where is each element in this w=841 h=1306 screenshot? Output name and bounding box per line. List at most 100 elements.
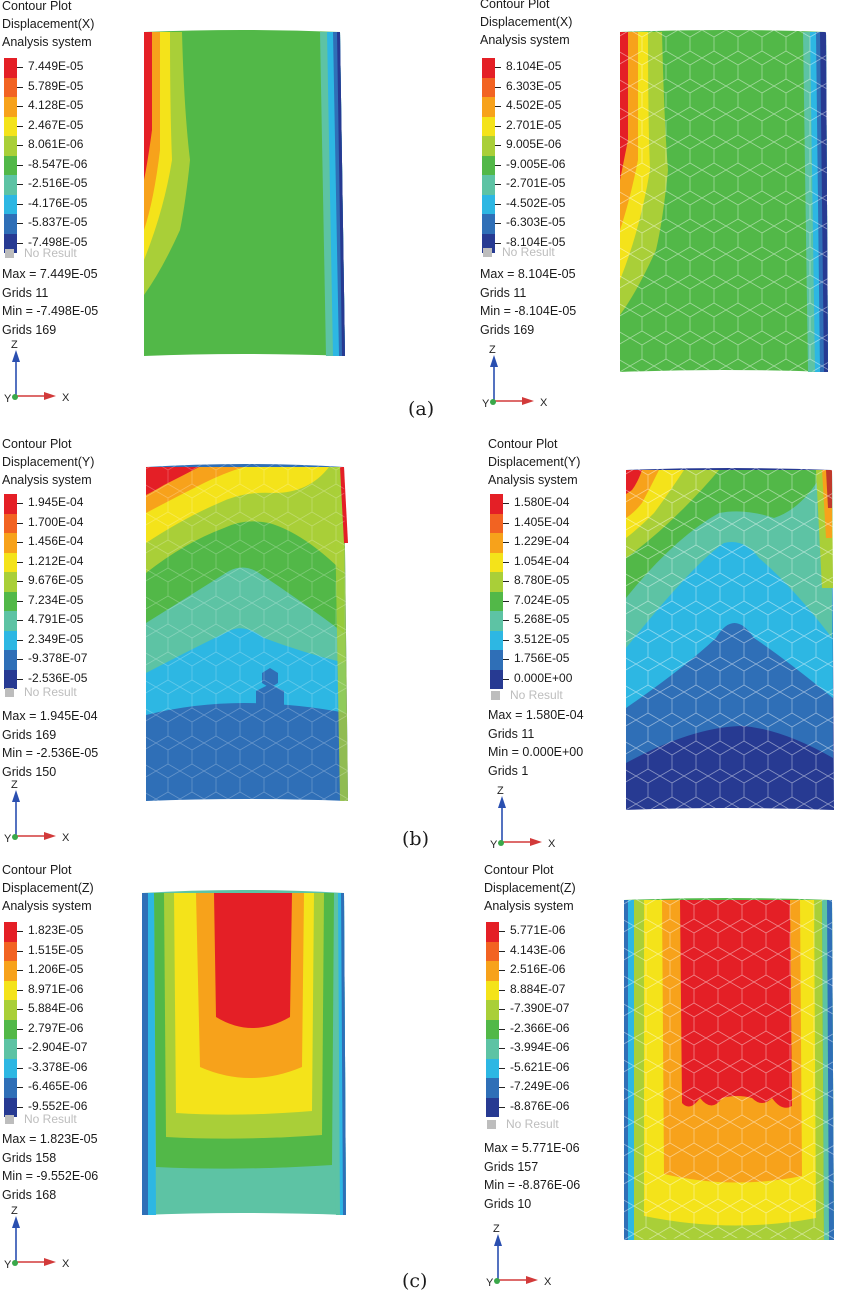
- legend-value: -7.249E-06: [510, 1079, 570, 1093]
- legend-value: -2.701E-05: [506, 176, 566, 190]
- legend-swatch: [4, 922, 17, 942]
- legend-swatch: [486, 980, 499, 1000]
- legend-tick: [17, 931, 23, 932]
- contour-plot-cylinder: [620, 30, 828, 372]
- legend-tick: [499, 970, 505, 971]
- contour-panel-a-right: Contour Plot Displacement(X) Analysis sy…: [408, 0, 841, 420]
- legend-swatch: [4, 941, 17, 961]
- no-result-entry: No Result: [488, 688, 563, 702]
- legend-swatch: [486, 1039, 499, 1059]
- legend-swatch: [4, 1078, 17, 1098]
- legend-value: 5.789E-05: [28, 78, 84, 93]
- legend-value: -3.378E-06: [28, 1059, 88, 1074]
- x-axis-label: X: [62, 832, 70, 844]
- legend-swatch: [4, 669, 17, 689]
- legend-swatch: [490, 572, 503, 592]
- legend-swatch: [490, 650, 503, 670]
- legend-tick: [503, 678, 509, 680]
- legend-tick: [503, 503, 509, 504]
- z-axis-label: Z: [493, 1224, 500, 1235]
- x-axis-label: X: [540, 397, 548, 409]
- legend-value: 0.000E+00: [514, 670, 573, 685]
- axis-triad: Z Y X: [482, 345, 548, 410]
- legend-value: 1.580E-04: [514, 495, 570, 509]
- legend-value: -5.621E-06: [510, 1059, 570, 1074]
- legend-tick: [17, 581, 23, 582]
- legend-tick: [495, 145, 501, 146]
- legend-value: 5.884E-06: [28, 1001, 84, 1015]
- legend-tick: [503, 522, 509, 524]
- legend-tick: [17, 542, 23, 543]
- legend-value: 7.449E-05: [28, 59, 84, 73]
- panel-title: Contour Plot Displacement(Z) Analysis sy…: [484, 863, 576, 913]
- y-axis-label: Y: [482, 398, 490, 410]
- legend-swatch: [4, 155, 17, 175]
- no-result-entry: No Result: [2, 1112, 77, 1126]
- legend-tick: [495, 164, 501, 166]
- y-axis-label: Y: [4, 1259, 12, 1271]
- no-result-swatch: [5, 249, 14, 258]
- legend-swatch: [4, 630, 17, 650]
- legend-value: 7.024E-05: [514, 592, 570, 607]
- z-axis-label: Z: [11, 780, 18, 791]
- x-axis-arrow: [44, 1258, 56, 1266]
- legend-value: 8.884E-07: [510, 981, 566, 996]
- legend-swatch: [4, 194, 17, 214]
- max-min-summary: Max = 8.104E-05 Grids 11 Min = -8.104E-0…: [480, 267, 577, 337]
- y-axis-dot: [498, 840, 504, 846]
- z-axis-arrow: [498, 796, 506, 808]
- legend-value: 8.104E-05: [506, 59, 562, 73]
- z-axis-label: Z: [489, 345, 496, 356]
- y-axis-dot: [12, 834, 18, 840]
- legend-value: 3.512E-05: [514, 631, 570, 646]
- legend-value: -8.104E-05: [506, 234, 566, 249]
- legend-swatch: [4, 233, 17, 253]
- legend-swatch: [4, 175, 17, 195]
- no-result-entry: No Result: [484, 1117, 559, 1131]
- x-axis-arrow: [522, 397, 534, 405]
- legend-tick: [17, 522, 23, 524]
- legend-swatch: [4, 611, 17, 631]
- legend-swatch: [4, 650, 17, 670]
- legend-tick: [17, 1048, 23, 1049]
- contour-panel-b-right: Contour Plot Displacement(Y) Analysis sy…: [402, 437, 841, 858]
- legend-tick: [17, 184, 23, 185]
- panel-title: Contour Plot Displacement(X) Analysis sy…: [2, 0, 95, 49]
- legend-swatch: [4, 513, 17, 533]
- legend-value: 2.797E-06: [28, 1020, 84, 1035]
- legend-value: 2.467E-05: [28, 117, 84, 132]
- legend-tick: [503, 600, 509, 602]
- x-axis-label: X: [544, 1276, 552, 1288]
- legend-value: 2.701E-05: [506, 117, 562, 132]
- panel-title: Contour Plot Displacement(Y) Analysis sy…: [488, 437, 581, 487]
- legend-tick: [503, 639, 509, 641]
- y-axis-dot: [12, 1260, 18, 1266]
- legend-value: -9.378E-07: [28, 651, 88, 665]
- z-axis-arrow: [12, 790, 20, 802]
- legend-tick: [17, 242, 23, 244]
- legend-value: 1.945E-04: [28, 495, 84, 509]
- legend-tick: [495, 86, 501, 88]
- legend-value: 1.054E-04: [514, 553, 570, 568]
- z-axis-arrow: [494, 1234, 502, 1246]
- legend-swatch: [486, 941, 499, 961]
- legend-swatch: [486, 922, 499, 942]
- legend-tick: [17, 659, 23, 660]
- legend-swatch: [4, 58, 17, 78]
- legend-tick: [17, 639, 23, 641]
- legend-value: 1.823E-05: [28, 923, 84, 937]
- legend-swatch: [4, 136, 17, 156]
- legend-value: 1.405E-04: [514, 514, 570, 529]
- x-axis-label: X: [62, 392, 70, 404]
- legend-value: -4.502E-05: [506, 195, 566, 210]
- legend-value: 1.212E-04: [28, 553, 84, 568]
- legend-value: 6.303E-05: [506, 78, 562, 93]
- legend-swatch: [490, 494, 503, 514]
- legend-tick: [17, 1067, 23, 1069]
- z-axis-label: Z: [11, 340, 18, 351]
- legend-value: -7.498E-05: [28, 234, 88, 249]
- x-axis-arrow: [44, 392, 56, 400]
- subfigure-caption: (c): [402, 1270, 428, 1292]
- legend-swatch: [486, 1097, 499, 1117]
- no-result-swatch: [487, 1120, 496, 1129]
